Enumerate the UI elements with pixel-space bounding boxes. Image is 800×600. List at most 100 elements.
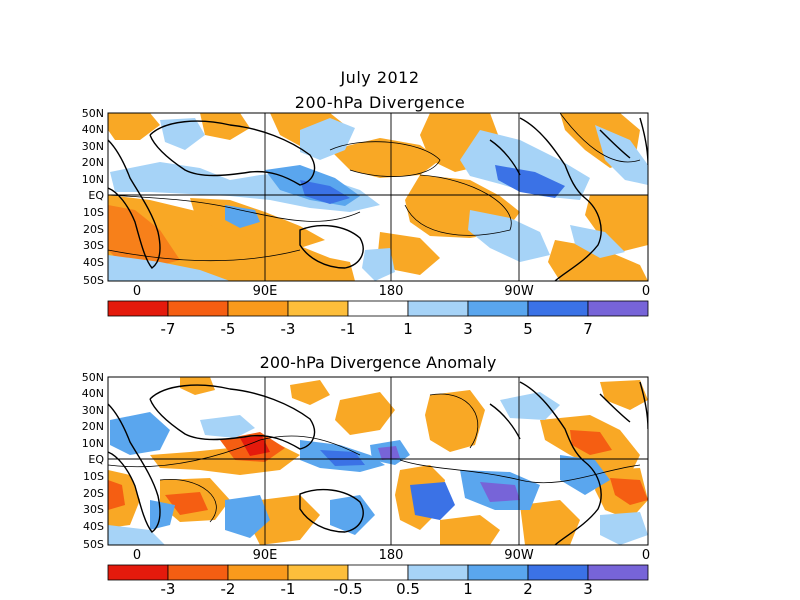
lat-label: EQ	[88, 189, 104, 202]
lat-label: 10N	[82, 437, 104, 450]
pos-region	[150, 500, 175, 530]
pos-region	[200, 415, 255, 438]
colorbar-swatch	[407, 564, 469, 581]
pos-region	[600, 512, 648, 545]
colorbar-swatch	[227, 564, 289, 581]
neg-region	[570, 430, 612, 455]
colorbar-swatch	[287, 300, 349, 317]
zero-contour	[429, 393, 479, 449]
colorbar-swatch	[287, 564, 349, 581]
pos-region	[410, 482, 455, 520]
colorbar-label: 2	[523, 580, 533, 598]
neg-region	[330, 138, 440, 178]
neg-region	[548, 240, 648, 281]
colorbar-label: 3	[463, 320, 473, 338]
zero-contour	[108, 194, 361, 222]
lat-label: 50N	[82, 371, 104, 384]
lon-label: 0	[642, 284, 650, 299]
lat-label: 10N	[82, 173, 104, 186]
pos-region	[160, 118, 205, 150]
colorbar-label: 7	[583, 320, 593, 338]
lat-label: 30N	[82, 140, 104, 153]
lat-label: 40N	[82, 387, 104, 400]
lon-label: 90W	[504, 548, 534, 563]
lat-label: 40S	[83, 256, 104, 269]
colorbar-label: -2	[221, 580, 236, 598]
neg-region	[108, 113, 160, 140]
zero-contour	[108, 249, 301, 262]
lat-label: 30S	[83, 239, 104, 252]
colorbar-label: -3	[281, 320, 296, 338]
top-panel-title: 200-hPa Divergence	[294, 93, 466, 112]
colorbar-label: -0.5	[333, 580, 362, 598]
colorbar-label: -1	[281, 580, 296, 598]
colorbar-swatch	[107, 564, 169, 581]
colorbar-swatch	[407, 300, 469, 317]
anomaly-shading	[108, 377, 648, 545]
neg-region	[290, 380, 330, 405]
colorbar-label: -3	[161, 580, 176, 598]
pos-region	[480, 482, 520, 502]
anomaly-map	[107, 376, 649, 546]
lon-label: 0	[642, 548, 650, 563]
neg-region	[440, 515, 500, 545]
pos-region	[225, 205, 260, 228]
neg-region	[600, 380, 648, 410]
lat-label: 20S	[83, 223, 104, 236]
neg-region	[180, 377, 215, 395]
pos-region	[300, 118, 355, 160]
figure-date-title: July 2012	[340, 68, 420, 87]
lat-label: 40N	[82, 123, 104, 136]
top-lat-labels: 50N 40N 30N 20N 10N EQ 10S 20S 30S 40S 5…	[82, 107, 105, 287]
colorbar-swatch	[587, 300, 649, 317]
neg-region	[108, 480, 125, 510]
zero-contour	[329, 141, 441, 177]
divergence-shading	[108, 113, 648, 281]
pos-region	[560, 455, 610, 495]
anomaly-colorbar-labels: -3 -2 -1 -0.5 0.5 1 2 3	[161, 580, 593, 598]
bottom-grid	[108, 377, 648, 545]
pos-region	[108, 525, 165, 545]
lat-label: 50S	[83, 538, 104, 551]
pos-region	[110, 412, 170, 455]
lat-label: 30S	[83, 503, 104, 516]
zero-contour	[559, 113, 641, 163]
lat-label: 50S	[83, 274, 104, 287]
lon-label: 180	[379, 284, 404, 299]
pos-region	[495, 165, 565, 198]
colorbar-swatch	[527, 300, 589, 317]
lon-label: 90W	[504, 284, 534, 299]
colorbar-label: 1	[403, 320, 413, 338]
colorbar-label: -7	[161, 320, 176, 338]
lon-label: 0	[133, 548, 141, 563]
neg-region	[190, 198, 325, 248]
pos-region	[595, 125, 648, 185]
colorbar-label: 5	[523, 320, 533, 338]
colorbar-label: 1	[463, 580, 473, 598]
lon-label: 0	[133, 284, 141, 299]
pos-region	[300, 180, 350, 204]
pos-region	[362, 248, 395, 281]
lon-label: 180	[379, 548, 404, 563]
lon-label: 90E	[253, 548, 278, 563]
colorbar-swatch	[587, 564, 649, 581]
neg-region	[240, 436, 270, 456]
divergence-map	[107, 112, 649, 282]
colorbar-swatch	[167, 300, 229, 317]
lat-label: 20N	[82, 156, 104, 169]
pos-region	[468, 210, 550, 262]
neg-region	[200, 113, 250, 140]
anomaly-panel-title: 200-hPa Divergence Anomaly	[260, 353, 497, 372]
neg-region	[378, 232, 440, 275]
top-grid	[108, 113, 648, 281]
pos-region	[330, 495, 375, 535]
bottom-lon-labels: 0 90E 180 90W 0	[133, 548, 650, 563]
pos-region	[108, 255, 230, 281]
pos-region	[378, 446, 400, 460]
colorbar-label: 3	[583, 580, 593, 598]
colorbar-swatch	[467, 300, 529, 317]
zero-contour	[399, 459, 641, 484]
neg-region	[585, 195, 648, 252]
divergence-colorbar	[107, 300, 649, 317]
